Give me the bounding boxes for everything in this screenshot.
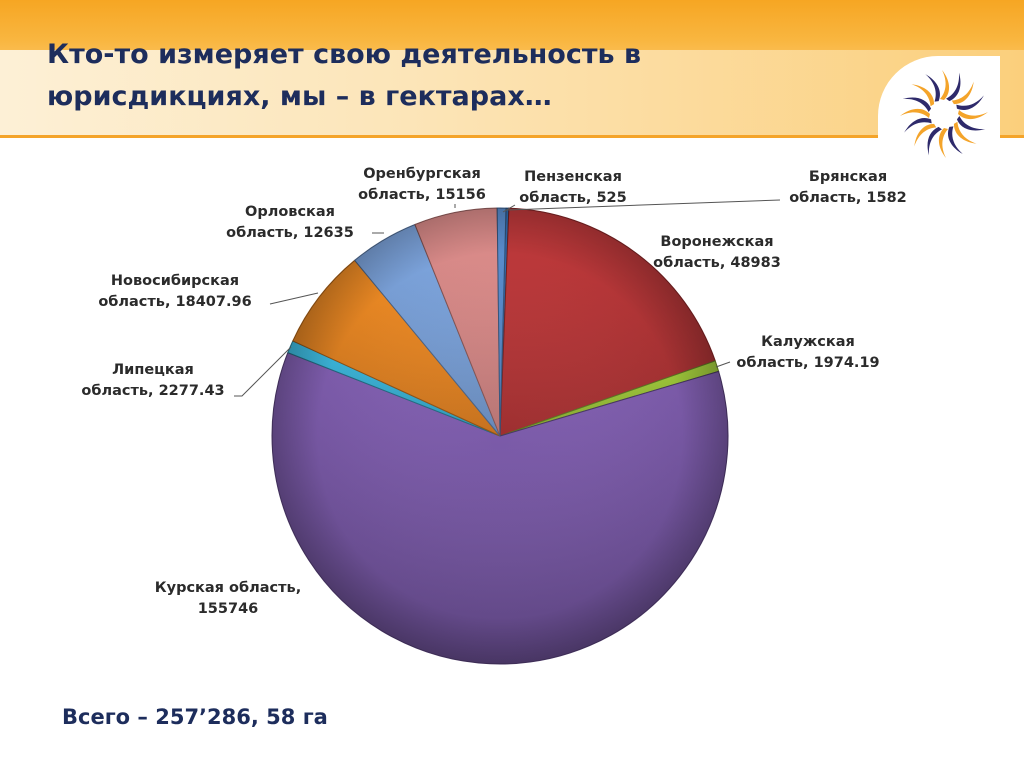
logo-ray [902,97,932,112]
logo-ray [956,116,986,131]
logo-ray [927,126,942,156]
header-band [0,50,1024,135]
sun-swirl-logo-icon [900,70,988,158]
logo-ray [956,95,984,110]
logo-ray [900,109,930,118]
slice-label-5: Липецкая область, 2277.43 [81,362,224,399]
slice-label-6: Новосибирская область, 18407.96 [98,273,251,310]
logo-ray [914,123,937,147]
slice-label-7: Орловская область, 12635 [226,204,354,241]
leader-line-9 [506,199,781,211]
logo-ray [904,118,932,133]
leader-line-1 [502,204,516,213]
logo-ray [925,74,940,102]
slide-title-line-1: Кто-то измеряет свою деятельность в [47,39,642,70]
slice-label-9: Брянская область, 1582 [789,169,907,206]
logo-ray [940,70,950,100]
slide-title: Кто-то измеряет свою деятельность в юрис… [47,34,827,118]
leader-line-6 [269,292,319,305]
logo-ray [948,126,963,154]
logo-ray [953,121,977,144]
total-area-text: Всего – 257’286, 58 га [62,705,328,729]
slice-label-4: Курская область, 155746 [155,580,301,617]
slice-label-3: Калужская область, 1974.19 [736,334,879,371]
logo-panel [878,56,1000,180]
leader-line-5 [234,346,292,397]
logo-ray [951,81,974,105]
slice-label-8: Оренбургская область, 15156 [358,166,486,203]
slide-title-line-2: юрисдикциях, мы – в гектарах… [47,81,552,112]
header-divider [0,135,1024,138]
slice-label-1: Пензенская область, 525 [519,169,626,206]
logo-ray [958,110,988,119]
leader-line-3 [715,361,731,368]
logo-ray [946,72,961,102]
slice-label-2: Воронежская область, 48983 [653,234,781,271]
logo-ray [938,128,948,158]
logo-ray [911,84,935,107]
